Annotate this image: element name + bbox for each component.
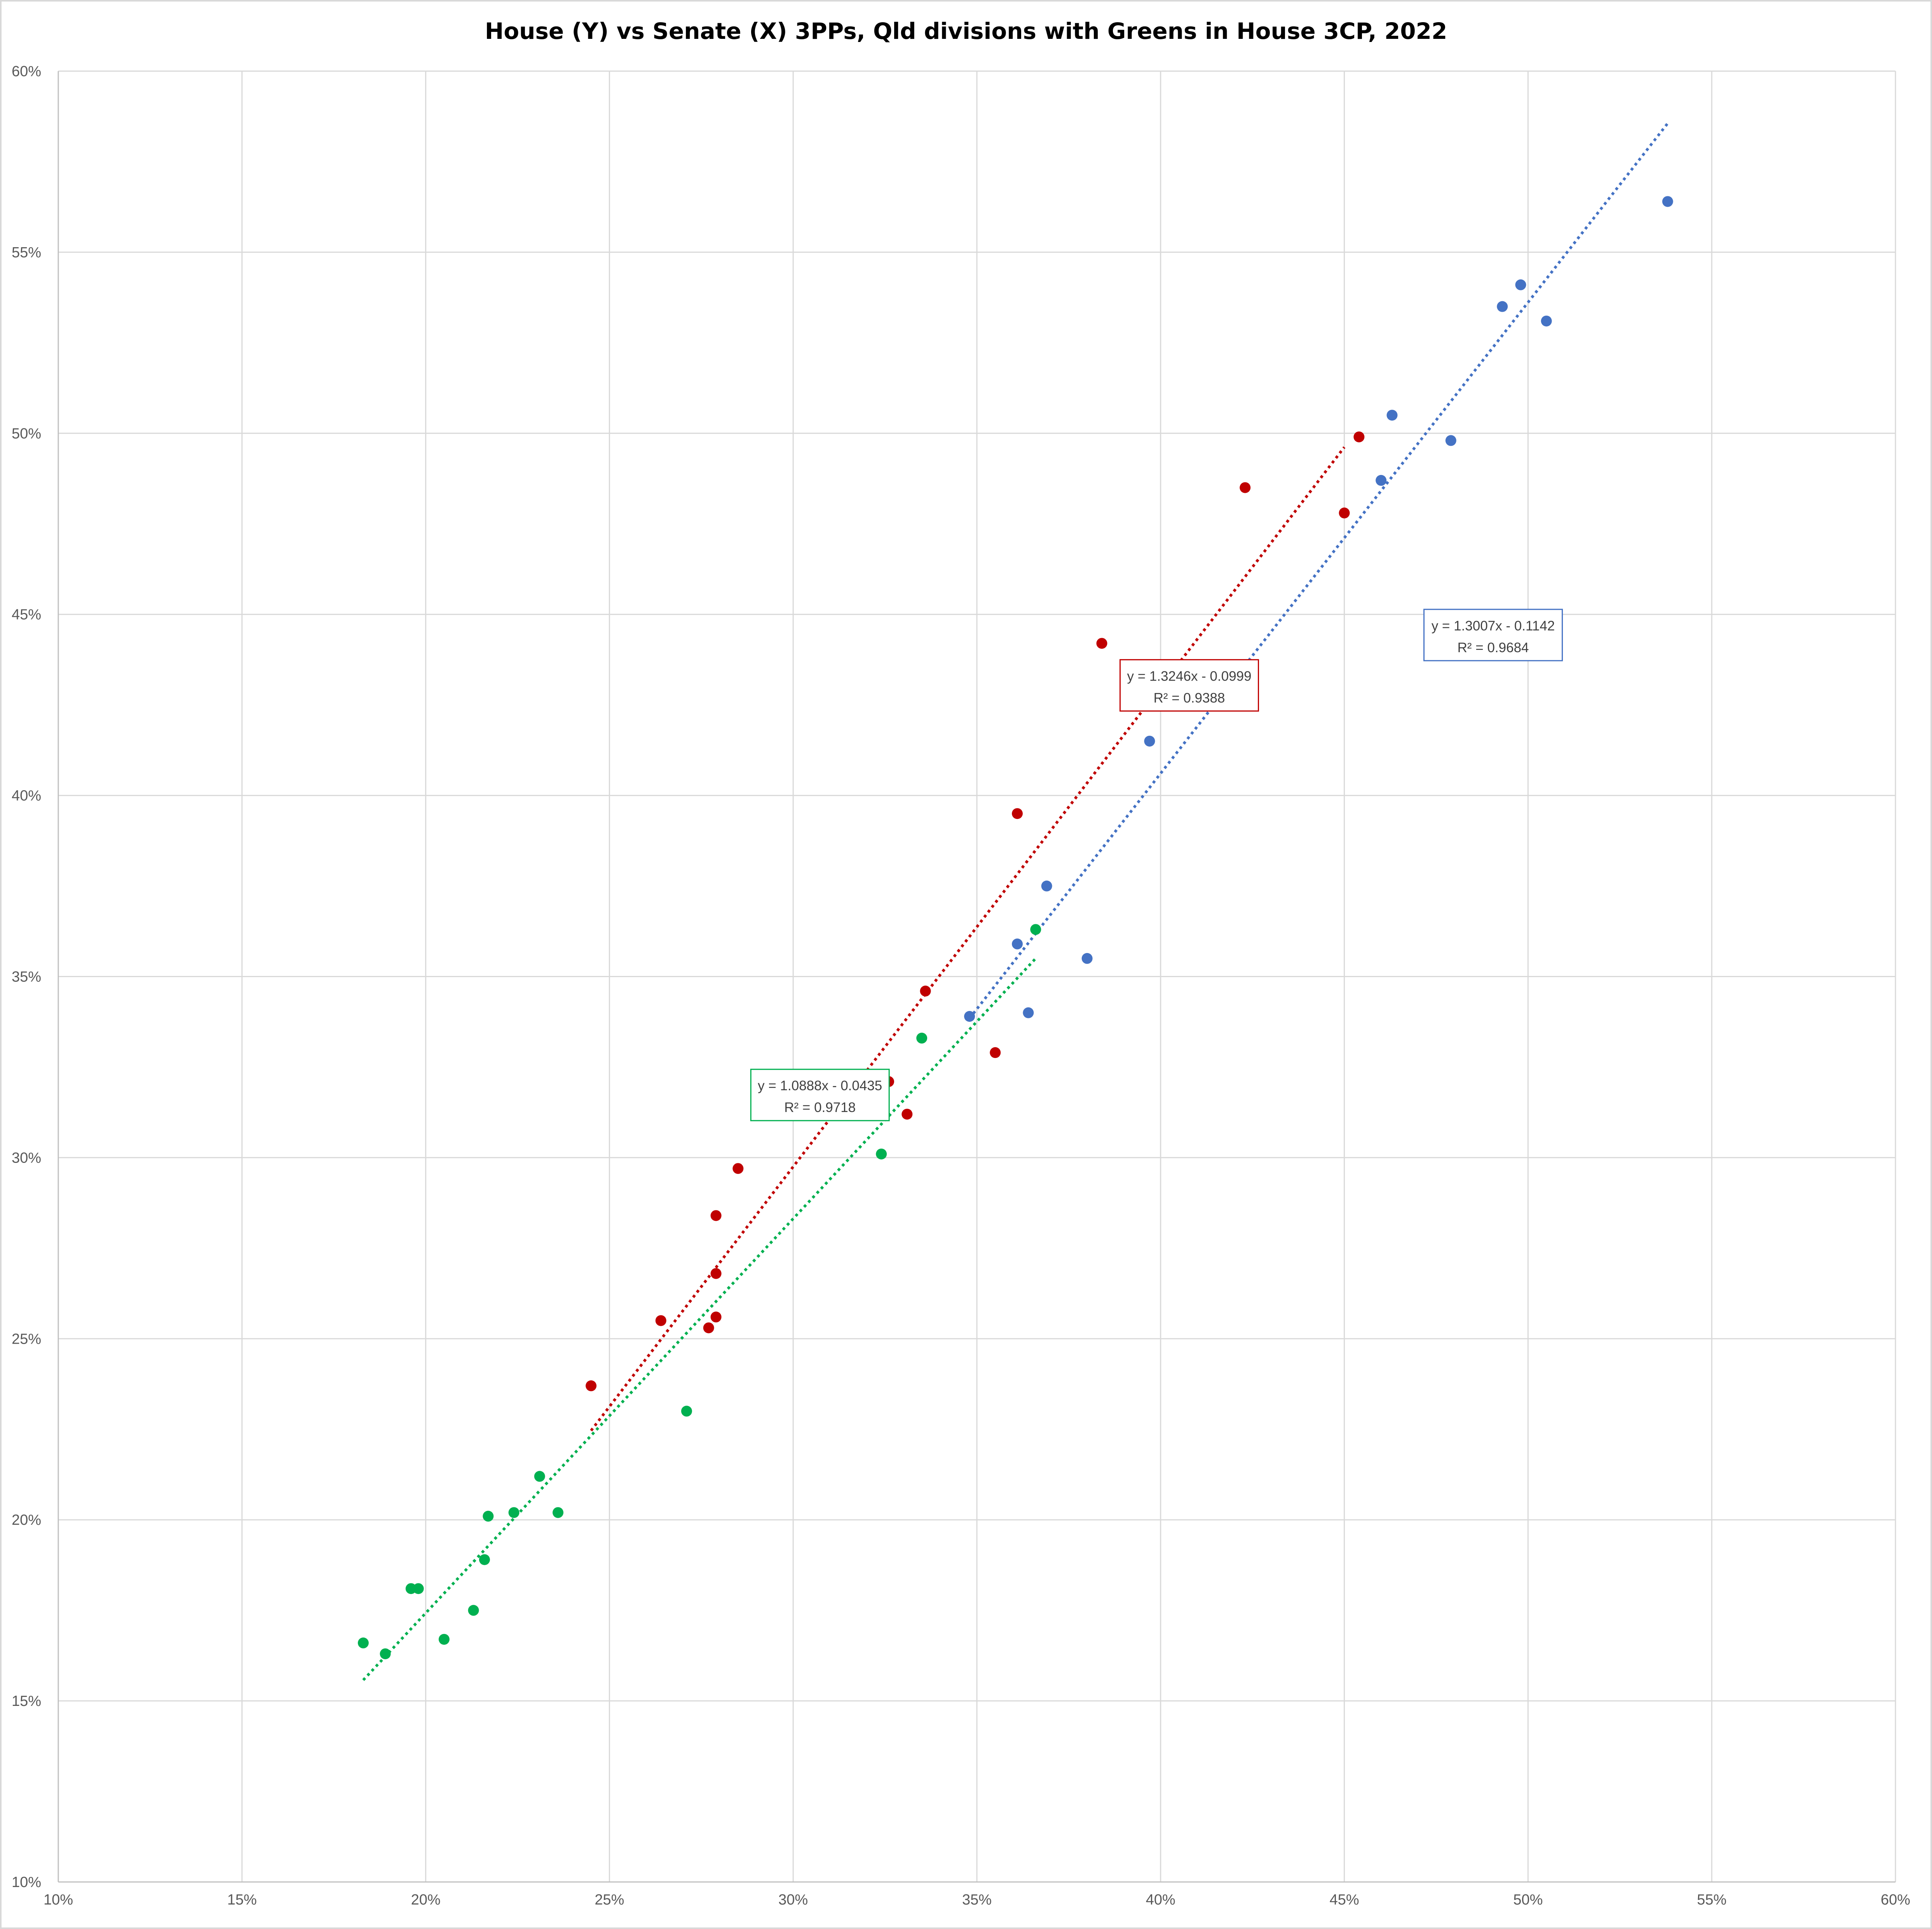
y-tick-label: 20% xyxy=(12,1512,41,1528)
data-point xyxy=(1386,410,1398,421)
data-point xyxy=(468,1605,479,1616)
data-point xyxy=(964,1011,975,1022)
x-tick-label: 45% xyxy=(1330,1892,1359,1908)
data-point xyxy=(508,1507,520,1518)
data-point xyxy=(1240,482,1251,493)
trendline-label-box xyxy=(1119,659,1259,712)
x-tick-label: 55% xyxy=(1697,1892,1726,1908)
data-point xyxy=(534,1471,545,1482)
y-tick-label: 15% xyxy=(12,1693,41,1709)
data-point xyxy=(1376,475,1387,486)
y-tick-label: 10% xyxy=(12,1874,41,1891)
data-point xyxy=(710,1210,722,1221)
x-tick-label: 15% xyxy=(227,1892,257,1908)
trendline-label-box xyxy=(750,1068,890,1121)
data-point xyxy=(710,1311,722,1323)
data-point xyxy=(1339,507,1350,518)
trendline-labels: y = 1.3007x - 0.1142 R² = 0.9684 y = 1.324… xyxy=(750,609,1563,1121)
data-point xyxy=(920,985,931,997)
data-point xyxy=(380,1648,391,1659)
trendline-r-squared: R² = 0.9388 xyxy=(1154,690,1225,705)
x-tick-label: 30% xyxy=(778,1892,808,1908)
trendline-series-2 xyxy=(590,446,1346,1431)
trendline-series-1 xyxy=(968,122,1669,1019)
data-point xyxy=(876,1149,887,1160)
data-point xyxy=(1096,638,1107,649)
data-point xyxy=(586,1380,597,1391)
y-tick-label: 45% xyxy=(12,607,41,623)
trendline-r-squared: R² = 0.9684 xyxy=(1458,640,1529,655)
data-point xyxy=(553,1507,564,1518)
data-point xyxy=(1445,435,1456,446)
data-point xyxy=(916,1032,928,1044)
data-point xyxy=(1497,301,1508,312)
chart-title: House (Y) vs Senate (X) 3PPs, Qld divisi… xyxy=(485,18,1447,44)
x-tick-label: 50% xyxy=(1513,1892,1543,1908)
axes: 10% 15% 20% 25% 30% 35% 40% 45% 50% 55% 60% 10% 15% 2… xyxy=(12,63,1910,1908)
y-tick-label: 55% xyxy=(12,244,41,261)
data-point xyxy=(357,1637,369,1649)
data-point xyxy=(479,1554,490,1565)
data-point xyxy=(703,1322,714,1334)
y-tick-label: 40% xyxy=(12,788,41,804)
data-point xyxy=(1515,279,1526,290)
y-tick-label: 25% xyxy=(12,1331,41,1347)
trendline-series-3 xyxy=(362,957,1037,1681)
x-tick-label: 60% xyxy=(1881,1892,1910,1908)
data-point xyxy=(483,1510,494,1522)
data-point xyxy=(1030,924,1041,935)
data-point xyxy=(1023,1007,1034,1018)
data-point xyxy=(1541,315,1552,326)
y-tick-label: 35% xyxy=(12,969,41,985)
x-tick-label: 25% xyxy=(595,1892,624,1908)
data-point xyxy=(1353,431,1365,443)
data-point xyxy=(1662,196,1673,207)
y-tick-label: 30% xyxy=(12,1150,41,1166)
data-point xyxy=(655,1315,666,1326)
data-point xyxy=(1012,808,1023,819)
trendline-label-series-3: y = 1.0888x - 0.0435 R² = 0.9718 xyxy=(750,1068,890,1121)
x-tick-label: 35% xyxy=(962,1892,992,1908)
data-point xyxy=(1041,880,1052,892)
data-point xyxy=(901,1109,913,1120)
data-point xyxy=(990,1047,1001,1058)
trendlines xyxy=(362,122,1669,1681)
trendline-r-squared: R² = 0.9718 xyxy=(784,1100,856,1115)
trendline-equation: y = 1.0888x - 0.0435 xyxy=(758,1078,882,1093)
data-point xyxy=(413,1583,424,1594)
data-point xyxy=(681,1405,692,1417)
trendline-label-box xyxy=(1423,609,1563,662)
data-point xyxy=(1012,938,1023,950)
trendline-equation: y = 1.3246x - 0.0999 xyxy=(1127,669,1252,684)
x-tick-label: 10% xyxy=(44,1892,73,1908)
x-tick-label: 40% xyxy=(1146,1892,1175,1908)
y-tick-label: 60% xyxy=(12,63,41,80)
data-point xyxy=(1144,735,1155,747)
data-point xyxy=(1081,953,1093,964)
data-point xyxy=(732,1163,744,1174)
data-point xyxy=(438,1634,450,1645)
trendline-equation: y = 1.3007x - 0.1142 xyxy=(1432,618,1555,634)
trendline-label-series-2: y = 1.3246x - 0.0999 R² = 0.9388 xyxy=(1119,659,1259,712)
y-tick-label: 50% xyxy=(12,426,41,442)
trendline-label-series-1: y = 1.3007x - 0.1142 R² = 0.9684 xyxy=(1423,609,1563,662)
x-tick-label: 20% xyxy=(411,1892,441,1908)
data-point xyxy=(710,1268,722,1279)
